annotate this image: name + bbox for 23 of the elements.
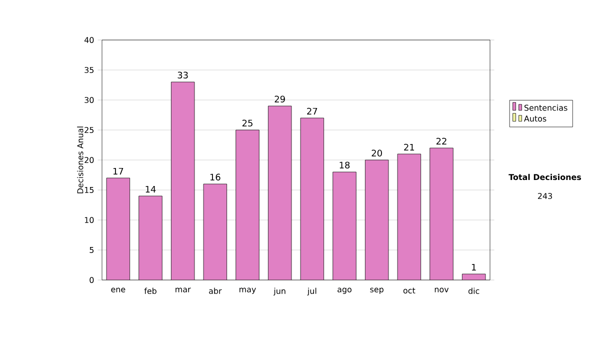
data-label: 16 bbox=[210, 174, 220, 180]
bar bbox=[268, 106, 292, 280]
data-label: 17 bbox=[113, 168, 124, 174]
bar bbox=[332, 172, 356, 280]
data-label: 14 bbox=[146, 186, 156, 192]
data-label: 21 bbox=[404, 144, 414, 150]
bar bbox=[106, 178, 130, 280]
bar bbox=[204, 184, 227, 280]
data-label: 27 bbox=[307, 108, 318, 114]
data-label: 1 bbox=[472, 264, 476, 270]
bar bbox=[300, 118, 324, 280]
data-label: 18 bbox=[340, 162, 350, 168]
data-label: 29 bbox=[274, 96, 285, 102]
bar bbox=[398, 154, 421, 280]
data-label: 25 bbox=[242, 120, 252, 126]
data-label: 33 bbox=[178, 72, 188, 78]
bar bbox=[171, 82, 194, 280]
data-label: 20 bbox=[372, 150, 382, 156]
bar bbox=[430, 148, 454, 280]
bar bbox=[236, 130, 260, 280]
bar bbox=[138, 196, 162, 280]
bar bbox=[365, 160, 388, 280]
data-label: 22 bbox=[436, 138, 446, 144]
